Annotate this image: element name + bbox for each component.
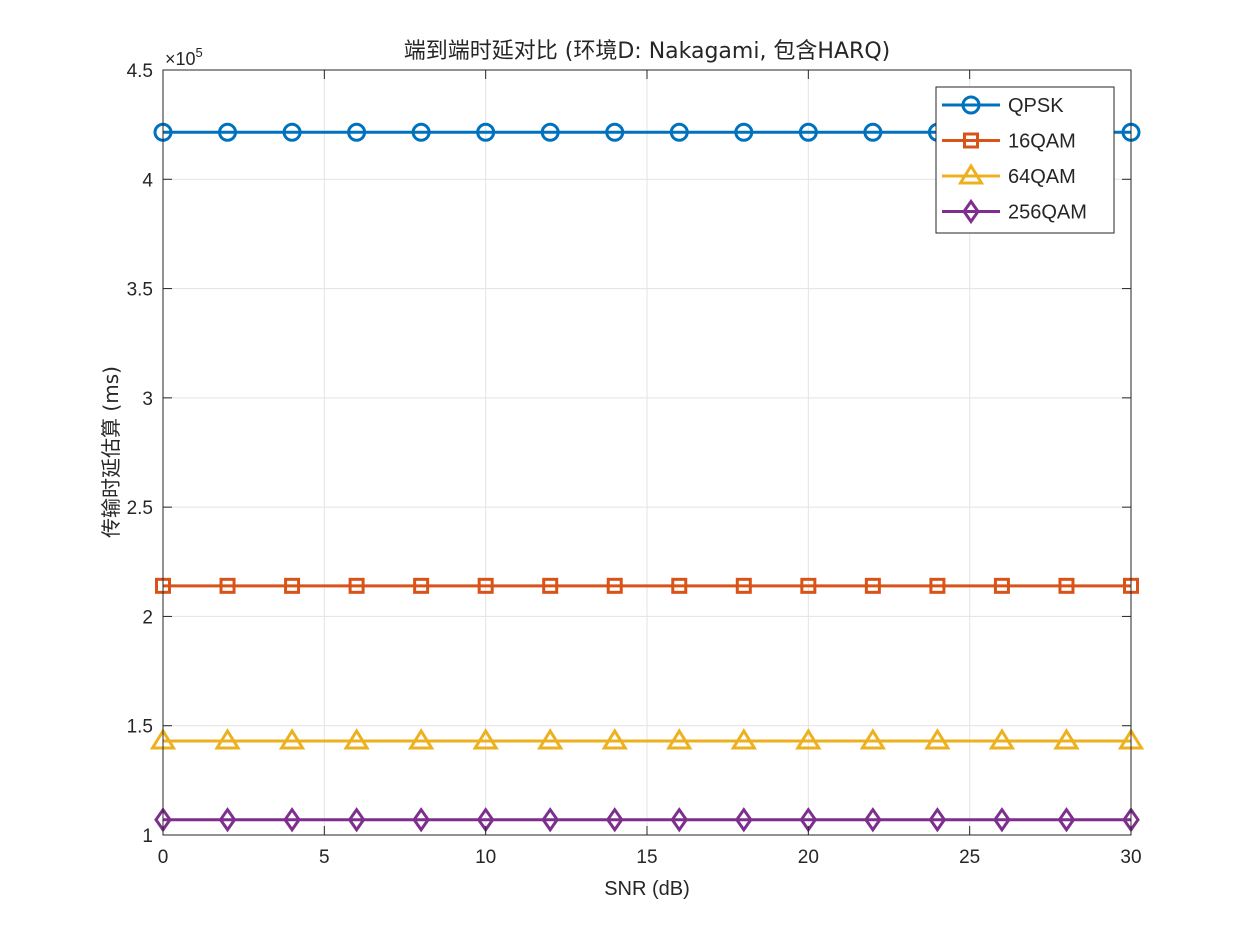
y-tick-label: 3 [142, 389, 153, 410]
data-point [347, 807, 366, 833]
data-point [412, 807, 430, 833]
y-tick-label: 1 [142, 826, 153, 847]
y-tick-label: 2 [142, 607, 153, 628]
data-point [800, 577, 817, 594]
data-point [278, 728, 306, 750]
data-point [214, 728, 241, 750]
legend-swatch-marker [961, 95, 981, 115]
data-point [218, 122, 238, 142]
data-point [734, 807, 753, 833]
data-point [669, 122, 689, 142]
y-axis-exponent: ×105 [165, 45, 203, 69]
data-point [1053, 728, 1080, 750]
data-point [601, 728, 628, 750]
data-point [988, 728, 1016, 750]
y-tick-label: 2.5 [127, 498, 153, 519]
x-tick-label: 10 [475, 847, 496, 868]
data-point [284, 577, 301, 594]
y-axis-exponent-base: ×10 [165, 49, 196, 69]
legend-item: 64QAM [942, 163, 1076, 188]
data-point [993, 807, 1011, 833]
data-point [670, 807, 689, 833]
data-point [218, 807, 237, 833]
series-256QAM [154, 807, 1140, 833]
data-point [472, 728, 499, 750]
series-16QAM [155, 577, 1139, 594]
data-point [343, 728, 370, 750]
legend-item: 256QAM [942, 198, 1087, 225]
data-point [730, 728, 757, 750]
legend-label: 64QAM [1008, 166, 1076, 188]
y-tick-label: 4 [142, 170, 153, 191]
legend-swatch-marker [962, 198, 980, 225]
data-point [864, 577, 881, 594]
legend-label: QPSK [1008, 95, 1064, 117]
x-tick-label: 15 [636, 847, 657, 868]
legend-label: 16QAM [1008, 131, 1076, 153]
y-tick-label: 4.5 [127, 61, 153, 82]
data-point [477, 577, 494, 594]
data-point [407, 728, 435, 750]
data-point [734, 122, 754, 142]
data-point [671, 577, 688, 594]
data-point [411, 122, 431, 142]
data-point [537, 728, 564, 750]
chart-title: 端到端时延对比 (环境D: Nakagami, 包含HARQ) [404, 39, 890, 64]
data-point [347, 122, 367, 142]
data-point [476, 122, 496, 142]
data-point [283, 807, 301, 833]
legend-item: QPSK [942, 95, 1064, 117]
legend-item: 16QAM [942, 131, 1076, 153]
axes [162, 69, 1132, 836]
data-point [798, 122, 818, 142]
data-point [928, 807, 947, 833]
x-axis-label: SNR (dB) [604, 878, 690, 900]
data-point [282, 122, 302, 142]
data-point [863, 122, 883, 142]
x-tick-label: 30 [1120, 847, 1141, 868]
y-axis-label: 传输时延估算 (ms) [99, 366, 123, 538]
data-point [924, 728, 951, 750]
data-point [859, 728, 887, 750]
legend-label: 256QAM [1008, 202, 1087, 224]
legend-swatch-marker [957, 163, 985, 185]
data-point [735, 577, 752, 594]
data-point [666, 728, 693, 750]
data-point [929, 577, 946, 594]
data-point [542, 577, 559, 594]
data-point [1057, 807, 1076, 833]
data-point [795, 728, 822, 750]
x-tick-label: 5 [319, 847, 330, 868]
legend-swatch-marker [963, 132, 979, 149]
series-64QAM [149, 728, 1145, 750]
x-tick-label: 25 [959, 847, 980, 868]
legend: QPSK 16QAM 64QAM 256QAM [935, 86, 1115, 234]
y-tick-label: 3.5 [127, 280, 153, 301]
data-point [605, 807, 624, 833]
data-point [606, 577, 623, 594]
data-point [993, 577, 1010, 594]
data-point [1058, 577, 1075, 594]
x-tick-label: 0 [158, 847, 169, 868]
tick-labels: 0 5 10 15 20 25 30 1 1.5 2 2.5 3 3.5 4 4.5 [127, 61, 1142, 868]
data-point [413, 577, 430, 594]
y-axis-exponent-power: 5 [196, 45, 203, 60]
data-point [348, 577, 365, 594]
y-tick-label: 1.5 [127, 717, 153, 738]
data-point [540, 122, 560, 142]
data-point [219, 577, 236, 594]
data-point [605, 122, 625, 142]
data-point [864, 807, 882, 833]
x-tick-label: 20 [798, 847, 819, 868]
data-point [541, 807, 560, 833]
